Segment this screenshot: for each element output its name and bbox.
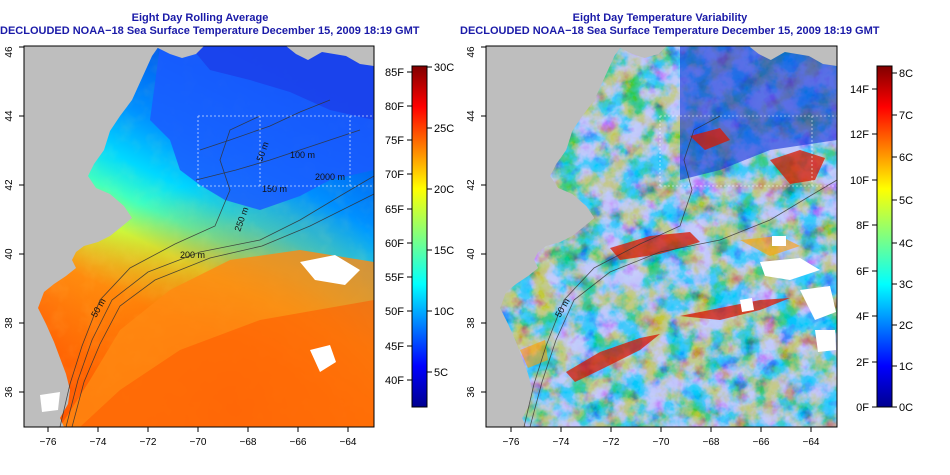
contour-label: 2000 m: [315, 172, 345, 182]
colorbar-c-label: 5C: [899, 195, 913, 207]
colorbar-c-label: 30C: [434, 62, 454, 74]
x-tick-label: −76: [40, 437, 57, 448]
colorbar-c-label: 1C: [899, 361, 913, 373]
y-tick-label: 40: [4, 248, 15, 260]
y-tick-label: 38: [466, 317, 477, 329]
x-tick-label: −66: [753, 437, 770, 448]
colorbar-f-label: 85F: [385, 67, 404, 79]
x-tick-label: −72: [140, 437, 157, 448]
y-tick-label: 42: [466, 179, 477, 191]
y-tick-label: 46: [4, 46, 15, 58]
colorbar-c-label: 25C: [434, 123, 454, 135]
left-colorbar: 40F 45F 50F 55F 60F 65F 70F 75F 80F 85F …: [385, 62, 454, 408]
colorbar-f-label: 65F: [385, 204, 404, 216]
colorbar-f-label: 0F: [856, 402, 869, 414]
left-map-frame: [23, 45, 375, 428]
right-map: 50 m: [486, 46, 837, 427]
x-tick-label: −74: [90, 437, 107, 448]
y-tick-label: 44: [4, 110, 15, 122]
contour-label: 150 m: [262, 184, 287, 194]
colorbar-c-label: 7C: [899, 110, 913, 122]
colorbar-c-label: 10C: [434, 306, 454, 318]
left-title-line1: Eight Day Rolling Average: [131, 12, 269, 24]
right-x-axis: −76 −74 −72 −70 −68 −66 −64: [503, 427, 820, 448]
y-tick-label: 36: [466, 386, 477, 398]
contour-label: 200 m: [180, 250, 205, 260]
right-title: Eight Day Temperature Variability DECLOU…: [460, 12, 880, 38]
colorbar-gradient: [411, 65, 428, 408]
x-tick-label: −76: [503, 437, 520, 448]
x-tick-label: −70: [653, 437, 670, 448]
colorbar-c-label: 2C: [899, 320, 913, 332]
colorbar-c-label: 8C: [899, 68, 913, 80]
x-tick-label: −74: [553, 437, 570, 448]
left-y-axis: 36 38 40 42 44 46: [4, 46, 24, 398]
colorbar-c-label: 15C: [434, 245, 454, 257]
colorbar-f-label: 10F: [850, 175, 869, 187]
left-title: Eight Day Rolling Average DECLOUDED NOAA…: [0, 12, 420, 38]
colorbar-c-label: 0C: [899, 402, 913, 414]
right-title-line1: Eight Day Temperature Variability: [572, 12, 748, 24]
colorbar-f-label: 8F: [856, 220, 869, 232]
colorbar-f-label: 4F: [856, 311, 869, 323]
colorbar-c-label: 6C: [899, 152, 913, 164]
left-map: 200 m 2000 m 100 m 50 m 150 m 250 m 50 m: [24, 46, 374, 427]
colorbar-f-label: 12F: [850, 129, 869, 141]
colorbar-f-label: 70F: [385, 169, 404, 181]
y-tick-label: 46: [466, 46, 477, 58]
y-tick-label: 44: [466, 110, 477, 122]
colorbar-f-label: 60F: [385, 238, 404, 250]
colorbar-f-label: 2F: [856, 357, 869, 369]
colorbar-c-label: 4C: [899, 238, 913, 250]
colorbar-f-label: 75F: [385, 135, 404, 147]
colorbar-f-label: 80F: [385, 101, 404, 113]
y-tick-label: 42: [4, 179, 15, 191]
left-title-line2: DECLOUDED NOAA−18 Sea Surface Temperatur…: [0, 25, 420, 37]
right-colorbar: 0F 2F 4F 6F 8F 10F 12F 14F 0C 1C 2C 3C 4…: [850, 65, 913, 414]
x-tick-label: −70: [190, 437, 207, 448]
x-tick-label: −72: [603, 437, 620, 448]
colorbar-gradient: [876, 65, 893, 408]
y-tick-label: 36: [4, 386, 15, 398]
colorbar-c-label: 3C: [899, 279, 913, 291]
colorbar-c-label: 5C: [434, 367, 448, 379]
y-tick-label: 40: [466, 248, 477, 260]
colorbar-c-label: 20C: [434, 184, 454, 196]
x-tick-label: −64: [340, 437, 357, 448]
left-x-axis: −76 −74 −72 −70 −68 −66 −64: [40, 427, 357, 448]
colorbar-f-label: 55F: [385, 272, 404, 284]
colorbar-f-label: 50F: [385, 306, 404, 318]
x-tick-label: −64: [803, 437, 820, 448]
colorbar-f-label: 6F: [856, 266, 869, 278]
x-tick-label: −68: [240, 437, 257, 448]
colorbar-f-label: 40F: [385, 375, 404, 387]
colorbar-f-label: 45F: [385, 341, 404, 353]
right-title-line2: DECLOUDED NOAA−18 Sea Surface Temperatur…: [460, 25, 880, 37]
contour-label: 100 m: [290, 150, 315, 160]
colorbar-f-label: 14F: [850, 84, 869, 96]
y-tick-label: 38: [4, 317, 15, 329]
x-tick-label: −66: [290, 437, 307, 448]
x-tick-label: −68: [703, 437, 720, 448]
right-y-axis: 36 38 40 42 44 46: [466, 46, 486, 398]
